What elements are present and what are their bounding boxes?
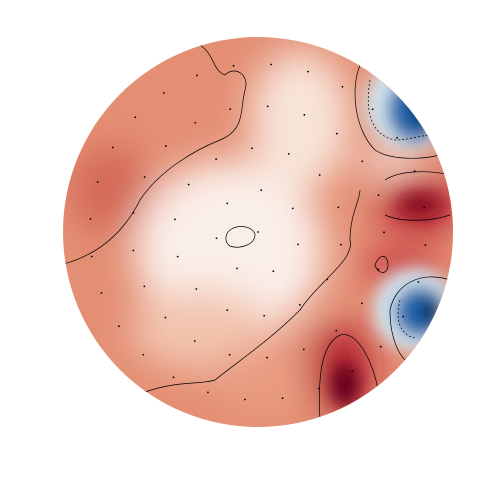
sensor (90, 255, 93, 258)
sensor (326, 278, 329, 281)
sensor (236, 267, 238, 270)
sensor (226, 202, 229, 205)
sensor (361, 302, 363, 305)
sensor (340, 243, 342, 246)
sensor (302, 348, 305, 351)
sensor (307, 70, 309, 73)
contours (63, 44, 451, 421)
sensor (195, 288, 198, 290)
sensor (413, 170, 416, 173)
sensor (164, 145, 167, 147)
sensor (263, 314, 266, 317)
sensor (142, 353, 145, 356)
sensor (89, 218, 92, 220)
sensor (117, 325, 120, 328)
sensor (226, 309, 229, 312)
sensor (193, 340, 196, 342)
sensor (303, 113, 306, 116)
sensor (172, 376, 175, 379)
sensor (174, 218, 176, 221)
field (63, 37, 453, 427)
sensor (164, 316, 167, 319)
sensor (297, 243, 300, 246)
sensor (143, 176, 146, 178)
sensor (270, 63, 272, 66)
sensor (257, 231, 259, 233)
sensor (194, 121, 197, 124)
sensor (111, 146, 114, 149)
sensor (132, 212, 135, 214)
sensor (96, 181, 99, 183)
sensor (377, 268, 380, 271)
sensor (281, 397, 284, 400)
sensor (424, 244, 427, 246)
sensor (417, 281, 420, 283)
sensor (228, 353, 231, 356)
sensor (134, 116, 137, 119)
sensor (132, 249, 135, 252)
sensor (335, 329, 338, 332)
sensor (402, 315, 405, 318)
sensor (318, 174, 321, 176)
sensor (351, 370, 354, 373)
sensor (383, 231, 385, 234)
sensor (215, 237, 218, 240)
sensor (272, 270, 275, 273)
sensor (250, 147, 253, 150)
sensor (187, 183, 190, 186)
sensor (260, 189, 263, 192)
sensor (396, 136, 399, 139)
sensor (266, 356, 269, 359)
sensor (229, 108, 232, 110)
sensor (337, 206, 340, 209)
sensor (215, 158, 218, 161)
sensors (89, 63, 427, 401)
sensor (100, 291, 103, 294)
sensor (244, 398, 246, 401)
sensor (423, 206, 426, 209)
sensor (317, 387, 320, 390)
sensor (335, 132, 338, 135)
sensor (143, 285, 146, 288)
sensor (207, 391, 209, 394)
sensor (287, 152, 290, 155)
sensor (379, 345, 382, 348)
sensor (266, 105, 269, 108)
sensor (232, 64, 235, 67)
sensor (176, 255, 179, 258)
sensor (196, 74, 199, 77)
sensor (361, 160, 364, 163)
sensor (291, 207, 294, 210)
sensor (377, 194, 380, 197)
sensor (341, 85, 344, 88)
sensor (162, 91, 165, 94)
sensor (371, 108, 374, 111)
sensor (298, 303, 301, 306)
